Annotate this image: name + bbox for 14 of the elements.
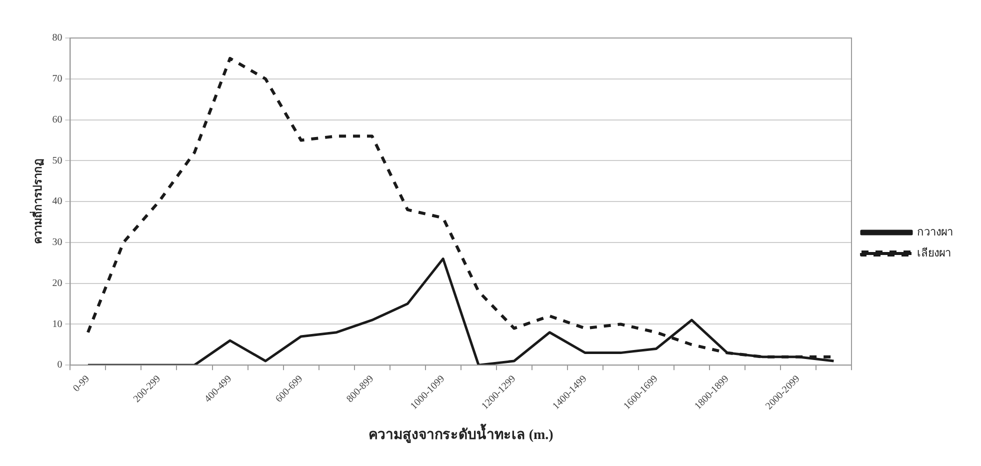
y-tick-label: 10 [52,318,62,330]
x-axis-title: ความสูงจากระดับน้ำทะเล (m.) [368,423,554,444]
y-tick-label: 40 [52,196,62,208]
x-tick-label: 0-99 [71,374,92,394]
y-tick-label: 60 [52,114,62,126]
y-tick-label: 80 [52,32,62,44]
y-tick-label: 50 [52,155,62,166]
y-tick-label: 20 [52,278,62,289]
legend-label: กวางผา [917,226,953,238]
legend-label: เลียงผา [917,246,951,260]
y-tick-label: 70 [52,74,62,85]
y-tick-label: 30 [52,237,62,248]
y-tick-label: 0 [57,360,62,371]
y-axis-title: ความถี่การปรากฏ [29,159,44,244]
